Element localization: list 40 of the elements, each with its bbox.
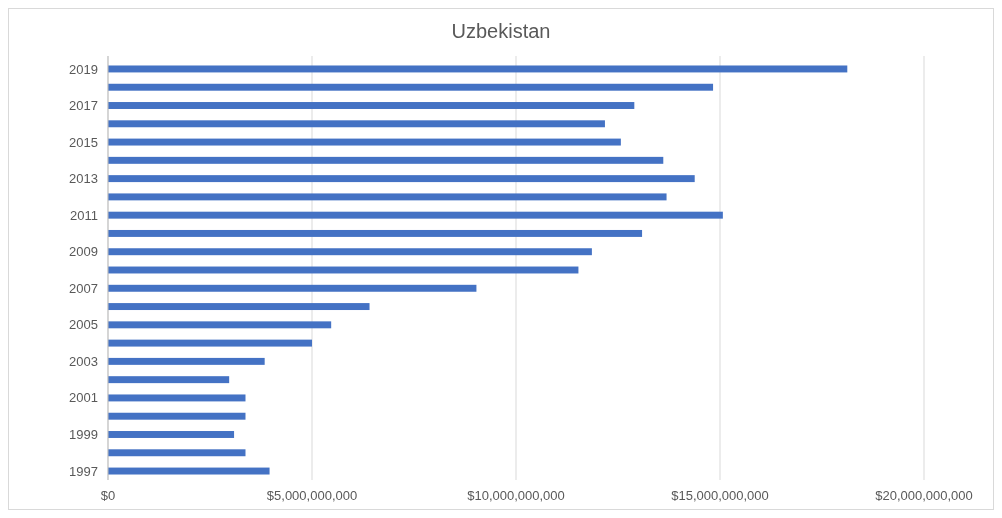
bar: [108, 376, 230, 384]
x-tick-label: $10,000,000,000: [467, 488, 565, 503]
bar: [108, 357, 265, 365]
bar: [108, 156, 664, 164]
bar: [108, 65, 848, 73]
x-tick-label: $15,000,000,000: [671, 488, 769, 503]
x-tick-label: $0: [100, 488, 116, 503]
y-tick-label: 1999: [69, 427, 98, 443]
x-tick-label: $5,000,000,000: [266, 488, 358, 503]
bar: [108, 412, 246, 420]
y-tick-label: 2005: [69, 317, 98, 333]
bar: [108, 193, 667, 201]
bar: [108, 83, 714, 91]
x-tick-label: $20,000,000,000: [875, 488, 973, 503]
y-tick-label: 2015: [69, 134, 98, 150]
bar: [108, 175, 695, 183]
bar: [108, 394, 246, 402]
bar: [108, 449, 246, 457]
y-tick-label: 2013: [69, 171, 98, 187]
bar: [108, 138, 621, 146]
bar: [108, 211, 723, 219]
y-tick-label: 1997: [69, 463, 98, 479]
bar: [108, 102, 635, 109]
y-tick-label: 2009: [69, 244, 98, 260]
y-tick-label: 2011: [70, 207, 98, 223]
bar: [108, 467, 270, 475]
bar: [108, 431, 235, 438]
y-tick-label: 2019: [69, 61, 98, 77]
bar: [108, 229, 643, 237]
bar: [108, 303, 370, 311]
y-tick-label: 2017: [69, 98, 98, 114]
bar: [108, 284, 477, 292]
bar: [108, 321, 332, 329]
y-tick-label: 2007: [69, 280, 98, 296]
bar: [108, 120, 605, 128]
chart-title: Uzbekistan: [451, 20, 551, 42]
y-tick-label: 2001: [69, 390, 98, 406]
y-tick-label: 2003: [69, 353, 98, 369]
bar: [108, 339, 312, 347]
bar: [108, 248, 592, 256]
